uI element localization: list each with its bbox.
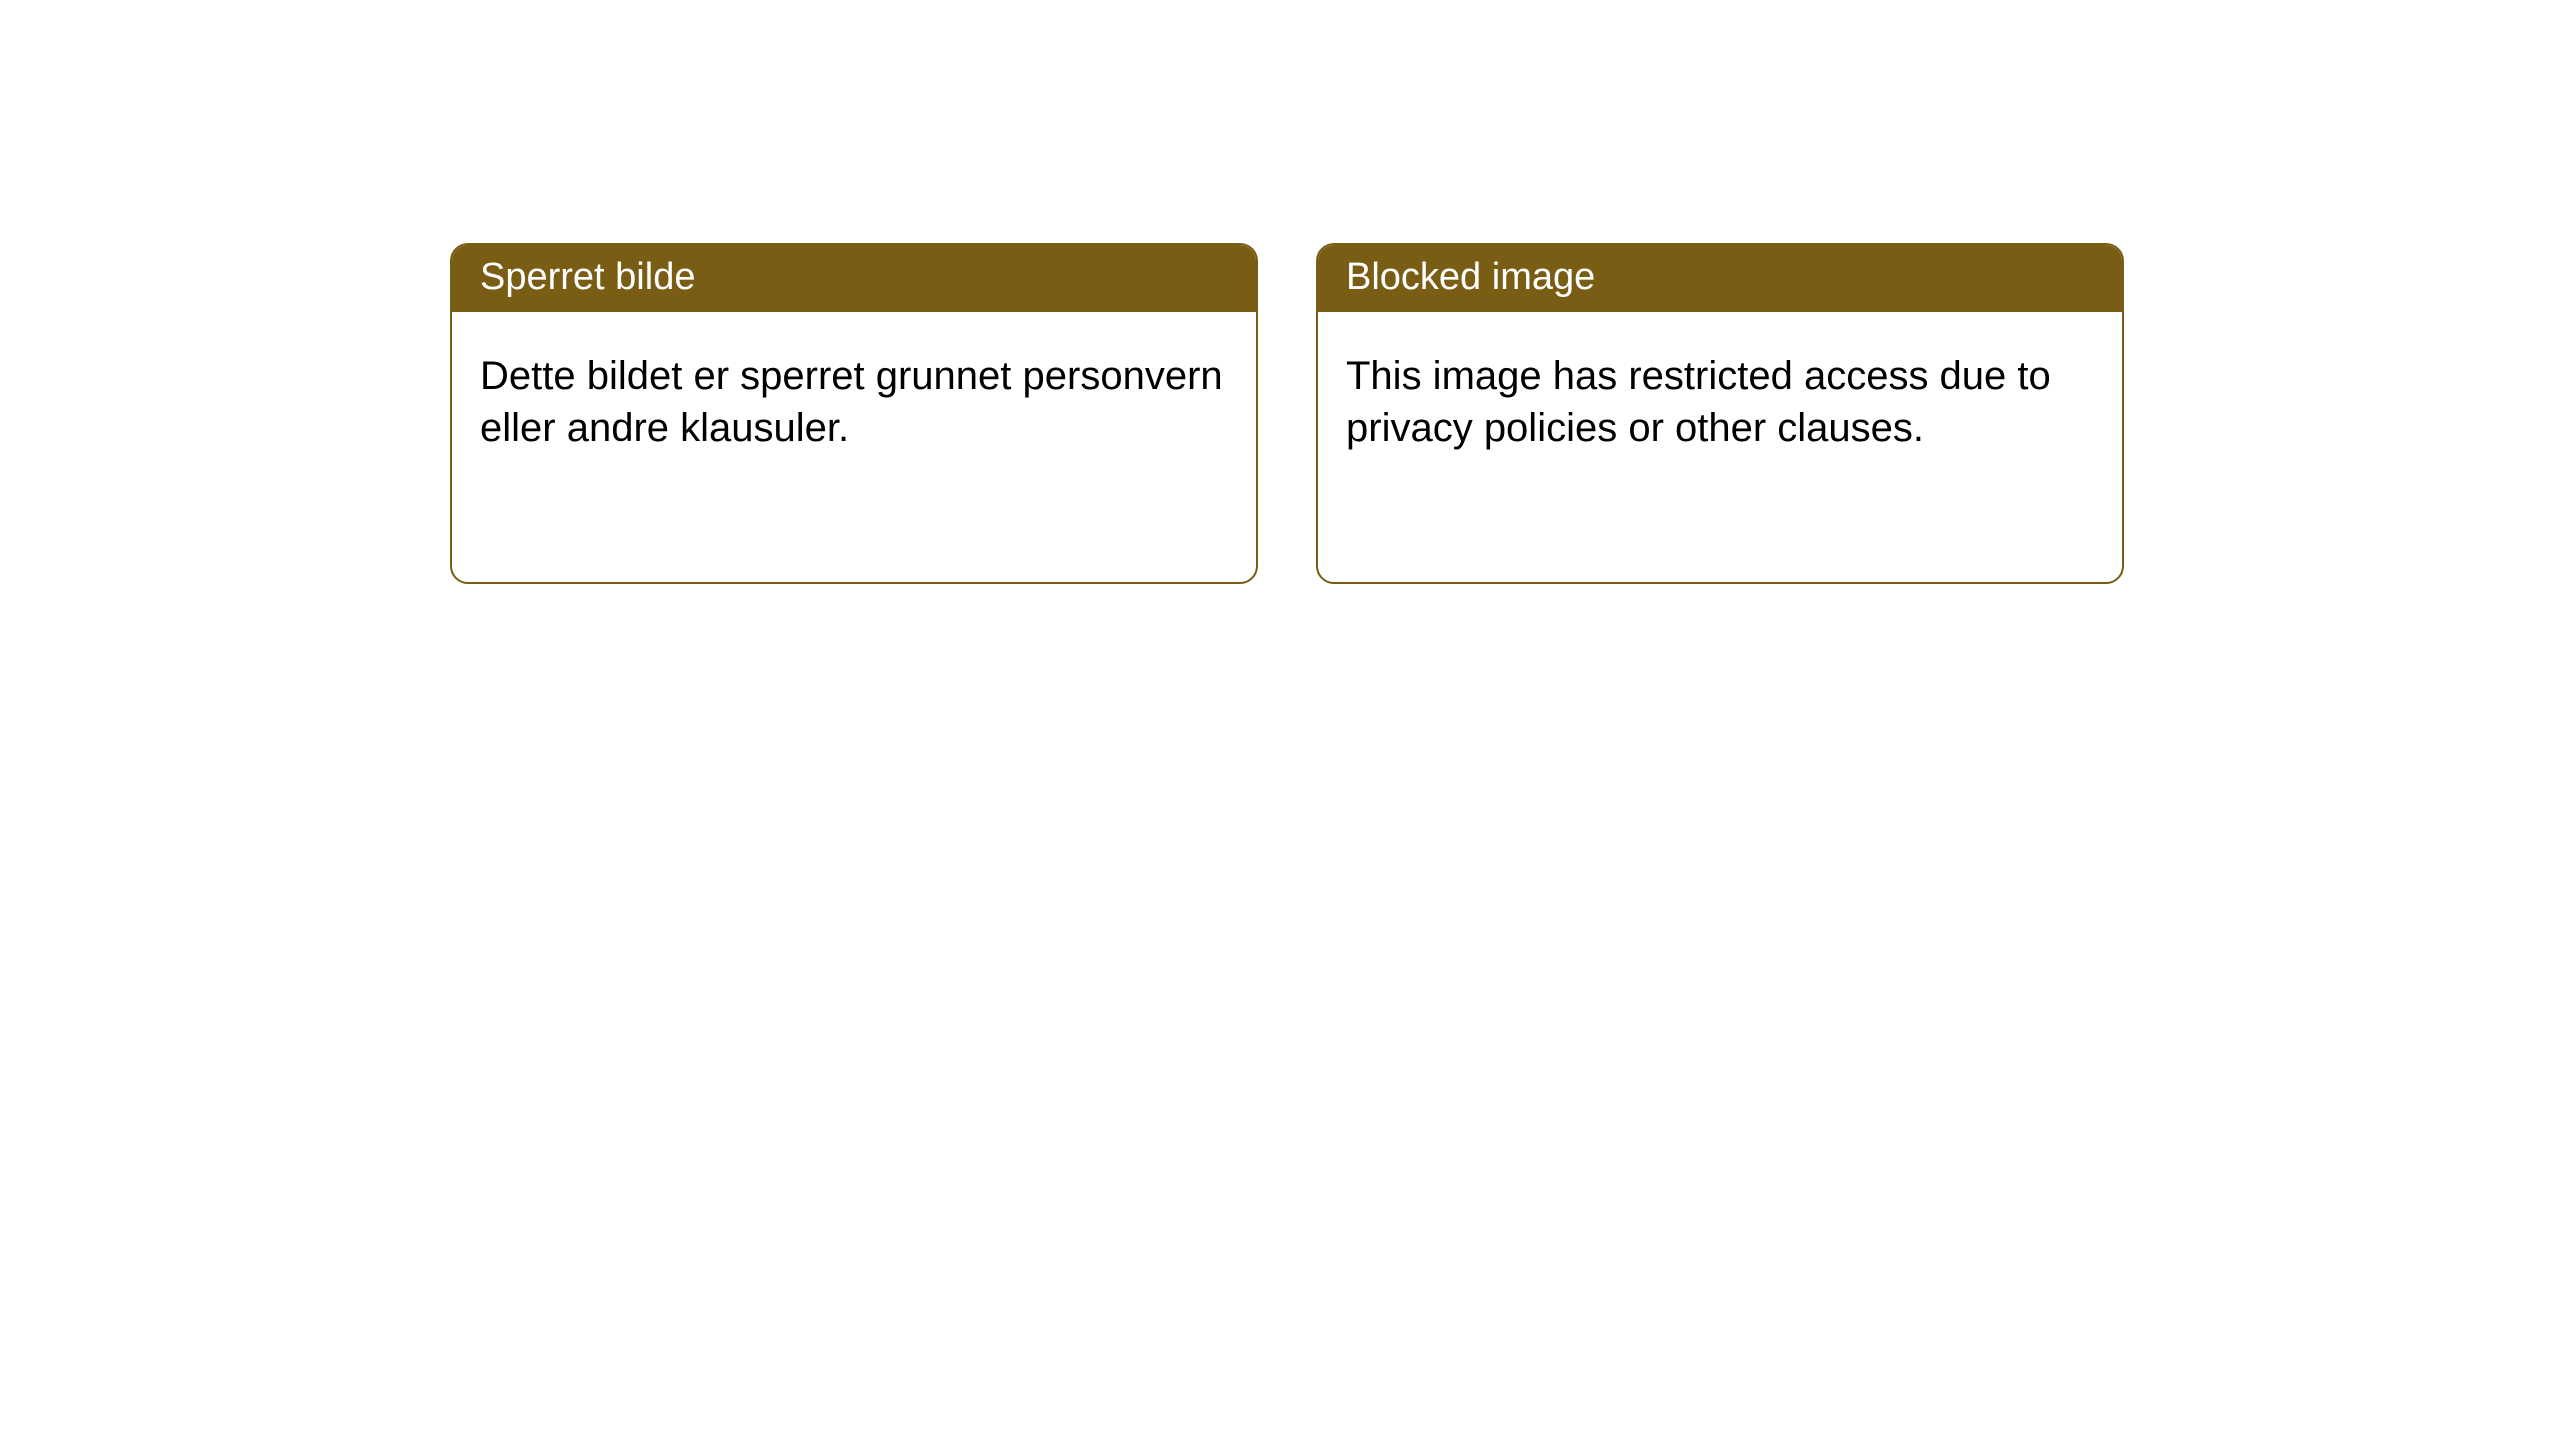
card-header: Sperret bilde [452, 245, 1256, 312]
card-header: Blocked image [1318, 245, 2122, 312]
card-title: Blocked image [1346, 256, 1595, 298]
notice-card-english: Blocked image This image has restricted … [1316, 243, 2124, 584]
card-body-text: This image has restricted access due to … [1346, 350, 2094, 454]
notice-card-norwegian: Sperret bilde Dette bildet er sperret gr… [450, 243, 1258, 584]
card-body-text: Dette bildet er sperret grunnet personve… [480, 350, 1228, 454]
notice-container: Sperret bilde Dette bildet er sperret gr… [0, 0, 2560, 584]
card-body: Dette bildet er sperret grunnet personve… [452, 312, 1256, 582]
card-body: This image has restricted access due to … [1318, 312, 2122, 582]
card-title: Sperret bilde [480, 256, 695, 298]
